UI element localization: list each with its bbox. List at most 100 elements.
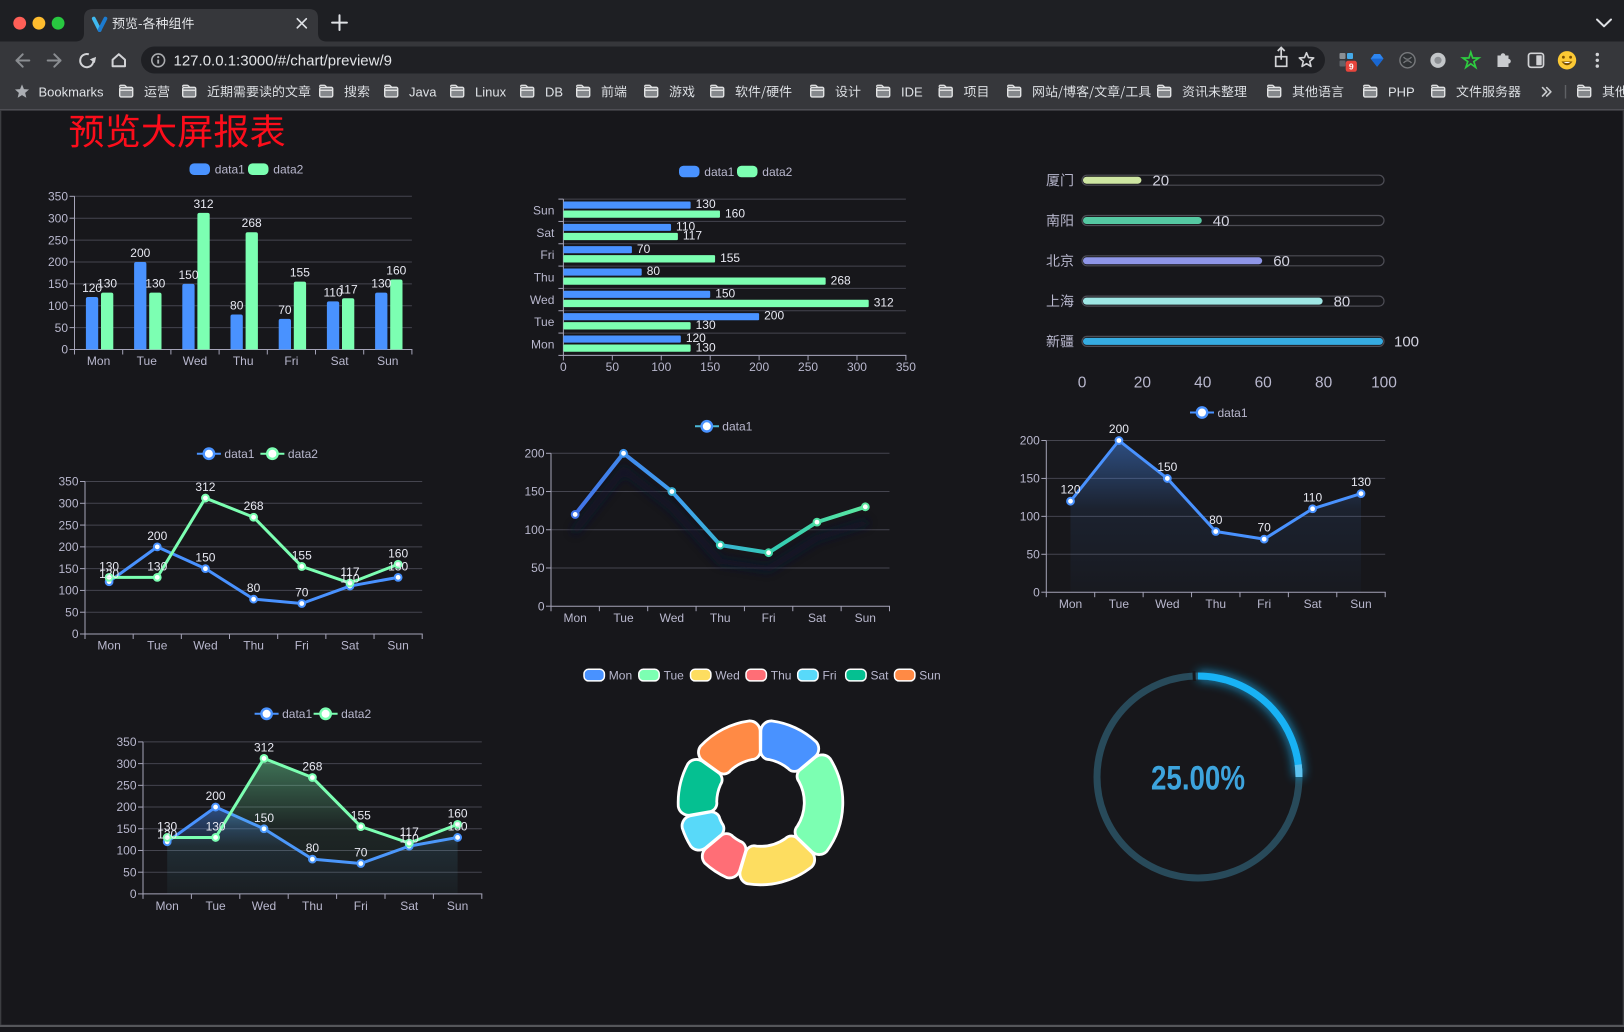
svg-text:50: 50 bbox=[65, 605, 79, 619]
svg-text:IDE: IDE bbox=[901, 84, 923, 99]
svg-text:data2: data2 bbox=[288, 447, 318, 461]
svg-text:DB: DB bbox=[545, 84, 563, 99]
svg-text:130: 130 bbox=[145, 277, 165, 291]
svg-text:100: 100 bbox=[1394, 334, 1419, 351]
svg-text:80: 80 bbox=[1334, 293, 1351, 310]
svg-text:150: 150 bbox=[1020, 472, 1040, 486]
svg-text:130: 130 bbox=[696, 340, 716, 354]
svg-text:data1: data1 bbox=[722, 420, 752, 434]
svg-text:155: 155 bbox=[720, 251, 740, 265]
svg-text:50: 50 bbox=[55, 321, 69, 335]
svg-text:200: 200 bbox=[764, 309, 784, 323]
svg-text:0: 0 bbox=[1078, 375, 1087, 392]
svg-text:200: 200 bbox=[130, 246, 150, 260]
svg-text:Thu: Thu bbox=[302, 899, 323, 913]
svg-text:Wed: Wed bbox=[530, 293, 554, 307]
svg-text:Mon: Mon bbox=[97, 639, 120, 653]
svg-text:Sun: Sun bbox=[377, 354, 398, 368]
svg-text:Thu: Thu bbox=[1205, 597, 1226, 611]
svg-text:Tue: Tue bbox=[534, 315, 555, 329]
svg-text:Java: Java bbox=[409, 84, 437, 99]
svg-text:Sat: Sat bbox=[400, 899, 419, 913]
svg-text:155: 155 bbox=[292, 548, 312, 562]
svg-text:Mon: Mon bbox=[156, 899, 179, 913]
svg-text:Mon: Mon bbox=[564, 611, 587, 625]
svg-text:130: 130 bbox=[147, 559, 167, 573]
svg-text:data2: data2 bbox=[762, 165, 792, 179]
svg-text:150: 150 bbox=[116, 822, 136, 836]
svg-text:117: 117 bbox=[340, 565, 359, 579]
svg-text:117: 117 bbox=[400, 825, 419, 839]
svg-text:Sun: Sun bbox=[447, 899, 468, 913]
svg-text:120: 120 bbox=[1060, 483, 1080, 497]
svg-text:100: 100 bbox=[48, 299, 68, 313]
svg-text:80: 80 bbox=[247, 581, 261, 595]
svg-text:Thu: Thu bbox=[233, 354, 254, 368]
svg-text:Fri: Fri bbox=[295, 639, 309, 653]
svg-text:data2: data2 bbox=[341, 707, 371, 721]
svg-text:Wed: Wed bbox=[193, 639, 217, 653]
svg-text:Sun: Sun bbox=[919, 669, 940, 683]
svg-text:0: 0 bbox=[72, 627, 79, 641]
svg-text:130: 130 bbox=[206, 819, 226, 833]
svg-text:200: 200 bbox=[58, 540, 78, 554]
svg-text:350: 350 bbox=[48, 190, 68, 204]
svg-text:100: 100 bbox=[651, 360, 671, 374]
svg-text:Sat: Sat bbox=[341, 639, 360, 653]
svg-text:Sun: Sun bbox=[1350, 597, 1371, 611]
svg-text:300: 300 bbox=[847, 360, 867, 374]
svg-text:200: 200 bbox=[116, 800, 136, 814]
svg-text:160: 160 bbox=[448, 806, 468, 820]
svg-text:150: 150 bbox=[48, 277, 68, 291]
svg-text:9: 9 bbox=[1349, 61, 1354, 71]
svg-text:50: 50 bbox=[123, 865, 137, 879]
svg-text:100: 100 bbox=[58, 584, 78, 598]
svg-text:350: 350 bbox=[116, 735, 136, 749]
svg-text:100: 100 bbox=[1020, 510, 1040, 524]
svg-text:Tue: Tue bbox=[137, 354, 158, 368]
svg-text:Mon: Mon bbox=[531, 337, 554, 351]
svg-text:268: 268 bbox=[831, 273, 851, 287]
svg-text:data1: data1 bbox=[282, 707, 312, 721]
svg-text:110: 110 bbox=[1303, 490, 1322, 504]
svg-text:Sat: Sat bbox=[331, 354, 350, 368]
svg-text:160: 160 bbox=[725, 206, 745, 220]
svg-text:100: 100 bbox=[1371, 375, 1397, 392]
svg-text:200: 200 bbox=[147, 529, 167, 543]
svg-text:250: 250 bbox=[798, 360, 818, 374]
svg-text:130: 130 bbox=[157, 819, 177, 833]
svg-text:Bookmarks: Bookmarks bbox=[39, 84, 105, 99]
svg-text:Tue: Tue bbox=[1109, 597, 1130, 611]
svg-text:Fri: Fri bbox=[540, 248, 554, 262]
svg-text:50: 50 bbox=[531, 561, 545, 575]
svg-text:130: 130 bbox=[99, 559, 119, 573]
svg-text:130: 130 bbox=[1351, 475, 1371, 489]
svg-text:150: 150 bbox=[715, 286, 735, 300]
svg-text:200: 200 bbox=[749, 360, 769, 374]
svg-text:40: 40 bbox=[1194, 375, 1212, 392]
svg-text:312: 312 bbox=[874, 296, 894, 310]
svg-text:250: 250 bbox=[116, 779, 136, 793]
svg-text:268: 268 bbox=[302, 760, 322, 774]
svg-text:350: 350 bbox=[58, 475, 78, 489]
svg-text:130: 130 bbox=[388, 559, 408, 573]
svg-text:80: 80 bbox=[1315, 375, 1333, 392]
svg-text:70: 70 bbox=[295, 586, 309, 600]
svg-text:160: 160 bbox=[388, 546, 408, 560]
svg-text:data1: data1 bbox=[704, 165, 734, 179]
svg-text:80: 80 bbox=[306, 841, 320, 855]
svg-text:312: 312 bbox=[193, 197, 213, 211]
svg-text:200: 200 bbox=[48, 255, 68, 269]
svg-text:50: 50 bbox=[1026, 547, 1040, 561]
svg-text:20: 20 bbox=[1134, 375, 1152, 392]
svg-text:200: 200 bbox=[524, 447, 544, 461]
svg-text:Sun: Sun bbox=[533, 203, 554, 217]
svg-text:312: 312 bbox=[195, 480, 215, 494]
svg-text:100: 100 bbox=[116, 844, 136, 858]
svg-text:Sat: Sat bbox=[871, 669, 890, 683]
svg-text:80: 80 bbox=[1209, 513, 1223, 527]
svg-text:150: 150 bbox=[195, 551, 215, 565]
svg-text:130: 130 bbox=[371, 277, 391, 291]
svg-text:70: 70 bbox=[354, 846, 368, 860]
svg-text:40: 40 bbox=[1213, 213, 1230, 230]
